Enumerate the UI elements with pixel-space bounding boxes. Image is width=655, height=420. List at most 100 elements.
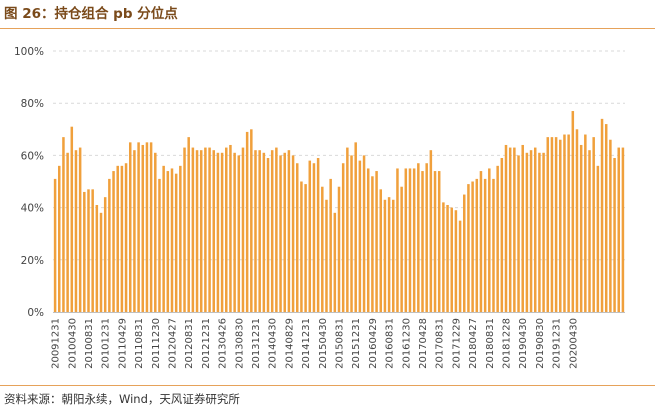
- bar: [158, 178, 161, 312]
- bar: [58, 165, 61, 312]
- bar: [387, 197, 391, 312]
- bar: [483, 178, 487, 312]
- bar: [99, 212, 103, 312]
- bar: [433, 171, 437, 312]
- bar: [596, 165, 600, 312]
- bar: [275, 147, 278, 312]
- bar: [199, 150, 203, 312]
- x-tick-label: 20091231: [51, 318, 62, 369]
- bar: [245, 131, 249, 312]
- bar: [95, 204, 99, 312]
- bar: [241, 147, 245, 312]
- bar: [400, 186, 403, 312]
- bar: [504, 144, 508, 312]
- bar: [291, 155, 295, 312]
- bar: [78, 147, 82, 312]
- x-tick-label: 20130830: [234, 318, 245, 369]
- bottom-rule: [0, 385, 655, 386]
- bar: [179, 165, 182, 312]
- bar: [613, 158, 616, 312]
- bar: [149, 142, 153, 312]
- bar: [103, 197, 107, 312]
- bar: [120, 165, 124, 312]
- bar: [346, 147, 349, 312]
- bar: [496, 165, 499, 312]
- bar: [429, 150, 433, 312]
- y-tick-label: 20%: [21, 255, 44, 267]
- bar: [237, 155, 241, 312]
- bar: [417, 163, 420, 312]
- bar: [571, 111, 575, 312]
- bar: [250, 129, 253, 312]
- bar: [70, 126, 74, 312]
- bar: [262, 152, 266, 312]
- y-tick-label: 80%: [21, 98, 44, 110]
- bar: [492, 178, 495, 312]
- bar: [204, 147, 207, 312]
- x-tick-label: 20110831: [134, 318, 145, 369]
- bar: [592, 137, 595, 312]
- x-tick-label: 20161230: [401, 318, 412, 369]
- bar: [62, 137, 65, 312]
- bar: [533, 147, 537, 312]
- bar: [500, 158, 504, 312]
- bar: [600, 118, 604, 312]
- bar: [321, 186, 324, 312]
- bar: [216, 152, 220, 312]
- pb-percentile-bar-chart: 0% 20% 40% 60% 80% 100% 20091231 20100430 20100…: [14, 46, 625, 369]
- bar: [166, 171, 170, 312]
- bar: [396, 168, 399, 312]
- bar: [550, 137, 554, 312]
- bar: [141, 144, 145, 312]
- bar: [425, 163, 428, 312]
- bar: [609, 139, 612, 312]
- y-tick-label: 40%: [21, 203, 44, 215]
- bar: [108, 178, 111, 312]
- bar: [116, 165, 119, 312]
- bar: [287, 150, 291, 312]
- x-tick-label: 20131231: [251, 318, 262, 369]
- bar: [521, 144, 524, 312]
- x-tick-label: 20140829: [284, 318, 295, 369]
- bar: [170, 168, 174, 312]
- x-tick-label: 20101231: [101, 318, 112, 369]
- y-tick-label: 0%: [27, 307, 44, 319]
- x-tick-label: 20170428: [418, 318, 429, 369]
- y-axis-ticks: 0% 20% 40% 60% 80% 100%: [14, 46, 44, 319]
- bar: [308, 160, 312, 312]
- bar: [174, 173, 178, 312]
- bar: [513, 147, 516, 312]
- bar: [383, 199, 387, 312]
- bar: [220, 152, 224, 312]
- bar: [579, 144, 583, 312]
- bar: [333, 212, 337, 312]
- bar: [258, 150, 261, 312]
- x-tick-label: 20130426: [218, 318, 229, 369]
- bar: [379, 189, 383, 312]
- bar: [412, 168, 416, 312]
- bar: [621, 147, 625, 312]
- bar: [475, 178, 479, 312]
- bar: [442, 202, 445, 312]
- bar: [392, 199, 395, 312]
- bar: [371, 176, 374, 312]
- bar: [316, 158, 320, 312]
- x-tick-label: 20160831: [385, 318, 396, 369]
- bar: [421, 171, 424, 312]
- x-tick-label: 20180427: [468, 318, 479, 369]
- bar: [254, 150, 257, 312]
- bar: [304, 184, 307, 312]
- bar: [124, 163, 128, 312]
- y-tick-label: 60%: [21, 150, 44, 162]
- bar: [538, 152, 541, 312]
- bar: [91, 189, 94, 312]
- x-tick-label: 20120831: [184, 318, 195, 369]
- x-tick-label: 20170831: [435, 318, 446, 369]
- bar: [154, 152, 157, 312]
- bar: [112, 171, 115, 312]
- bar: [517, 155, 520, 312]
- x-tick-label: 20151231: [351, 318, 362, 369]
- bar: [183, 147, 186, 312]
- bar: [83, 191, 86, 312]
- bar: [463, 194, 466, 312]
